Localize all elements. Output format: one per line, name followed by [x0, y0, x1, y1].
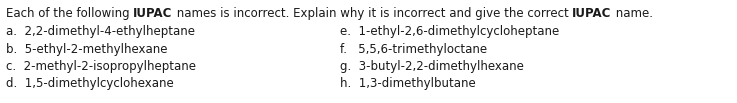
Text: b.  5-ethyl-2-methylhexane: b. 5-ethyl-2-methylhexane: [6, 43, 167, 56]
Text: Each of the following: Each of the following: [6, 7, 133, 20]
Text: e.  1-ethyl-2,6-dimethylcycloheptane: e. 1-ethyl-2,6-dimethylcycloheptane: [340, 25, 559, 38]
Text: a.  2,2-dimethyl-4-ethylheptane: a. 2,2-dimethyl-4-ethylheptane: [6, 25, 195, 38]
Text: IUPAC: IUPAC: [133, 7, 172, 20]
Text: names is incorrect. Explain why it is incorrect and give the correct: names is incorrect. Explain why it is in…: [172, 7, 572, 20]
Text: d.  1,5-dimethylcyclohexane: d. 1,5-dimethylcyclohexane: [6, 77, 174, 91]
Text: name.: name.: [612, 7, 652, 20]
Text: IUPAC: IUPAC: [572, 7, 612, 20]
Text: c.  2-methyl-2-isopropylheptane: c. 2-methyl-2-isopropylheptane: [6, 60, 196, 73]
Text: h.  1,3-dimethylbutane: h. 1,3-dimethylbutane: [340, 77, 476, 91]
Text: g.  3-butyl-2,2-dimethylhexane: g. 3-butyl-2,2-dimethylhexane: [340, 60, 524, 73]
Text: f.   5,5,6-trimethyloctane: f. 5,5,6-trimethyloctane: [340, 43, 488, 56]
